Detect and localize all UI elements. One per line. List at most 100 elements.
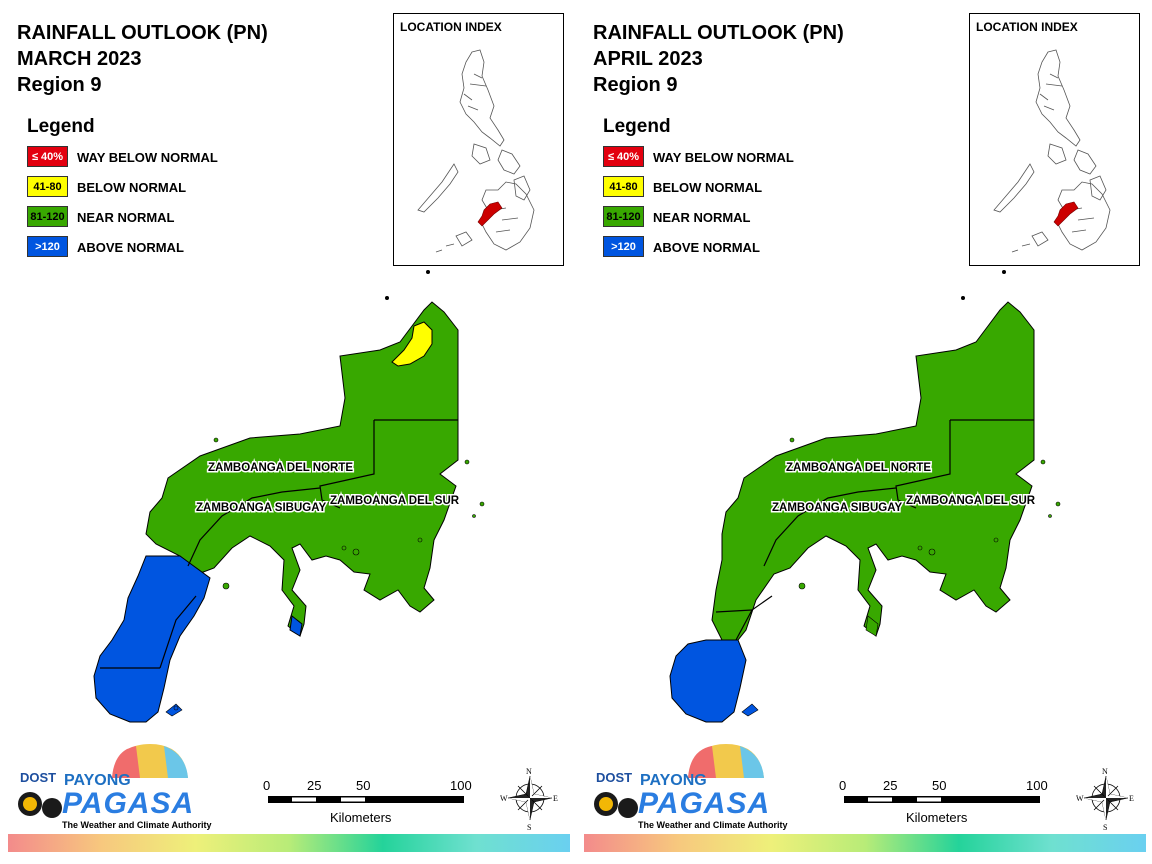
region-9-map: ZAMBOANGA DEL NORTE ZAMBOANGA SIBUGAY ZA… xyxy=(93,270,485,723)
compass-e: E xyxy=(1129,794,1134,803)
label-zamboanga-del-norte: ZAMBOANGA DEL NORTE xyxy=(208,462,353,474)
map-island-dots xyxy=(961,270,1006,300)
map-zone-above-normal-islet xyxy=(289,615,303,637)
scale-tick-25: 25 xyxy=(307,778,322,793)
philippines-outline-map xyxy=(417,49,535,253)
scale-tick-25: 25 xyxy=(883,778,898,793)
label-zamboanga-del-norte: ZAMBOANGA DEL NORTE xyxy=(786,462,931,474)
location-index-title: LOCATION INDEX xyxy=(976,20,1078,34)
map-zone-above-normal xyxy=(93,555,211,723)
title-region: Region 9 xyxy=(593,74,678,96)
scale-tick-50: 50 xyxy=(356,778,371,793)
scale-tick-0: 0 xyxy=(263,778,271,793)
title-region: Region 9 xyxy=(17,74,102,96)
title-month: APRIL 2023 xyxy=(593,48,703,70)
logo-payong-text: PAYONG xyxy=(64,772,131,789)
logo-pagasa-text: PAGASA xyxy=(62,787,195,820)
location-index-inset: LOCATION INDEX xyxy=(393,13,564,266)
scale-unit: Kilometers xyxy=(906,810,968,825)
compass-n: N xyxy=(526,767,532,776)
legend-swatch-below: 41-80 xyxy=(27,176,68,197)
logo-payong-text: PAYONG xyxy=(640,772,707,789)
scale-tick-50: 50 xyxy=(932,778,947,793)
north-arrow: N S E W xyxy=(1076,764,1136,832)
map-island-dots xyxy=(385,270,430,300)
map-title: RAINFALL OUTLOOK (PN) APRIL 2023 Region … xyxy=(593,20,844,98)
map-zone-above-normal xyxy=(669,639,747,723)
region-9-map: ZAMBOANGA DEL NORTE ZAMBOANGA SIBUGAY ZA… xyxy=(669,270,1061,723)
legend-swatch-way-below: ≤ 40% xyxy=(27,146,68,167)
north-arrow: N S E W xyxy=(500,764,560,832)
map-small-islands xyxy=(789,437,1061,637)
legend-item-way-below: ≤ 40% WAY BELOW NORMAL xyxy=(27,146,218,176)
outlook-panel-march: RAINFALL OUTLOOK (PN) MARCH 2023 Region … xyxy=(8,13,570,852)
legend-swatch-above: >120 xyxy=(603,236,644,257)
title-month: MARCH 2023 xyxy=(17,48,142,70)
scale-unit: Kilometers xyxy=(330,810,392,825)
scale-bar: 0 25 50 100 Kilometers xyxy=(834,778,1054,828)
compass-w: W xyxy=(1076,794,1084,803)
legend-item-below: 41-80 BELOW NORMAL xyxy=(603,176,762,206)
compass-rose-icon: N S E W xyxy=(500,767,558,832)
legend-item-near: 81-120 NEAR NORMAL xyxy=(27,206,175,236)
scale-bar: 0 25 50 100 Kilometers xyxy=(258,778,478,828)
location-index-inset: LOCATION INDEX xyxy=(969,13,1140,266)
logo-pagasa-text: PAGASA xyxy=(638,787,771,820)
logo-dost-text: DOST xyxy=(20,770,57,785)
legend: Legend ≤ 40% WAY BELOW NORMAL 41-80 BELO… xyxy=(603,116,794,266)
legend-item-below: 41-80 BELOW NORMAL xyxy=(27,176,186,206)
label-zamboanga-sibugay: ZAMBOANGA SIBUGAY xyxy=(772,502,902,514)
legend-heading: Legend xyxy=(603,116,671,137)
scale-tick-100: 100 xyxy=(1026,778,1048,793)
label-zamboanga-del-sur: ZAMBOANGA DEL SUR xyxy=(330,495,460,507)
region-9-highlight xyxy=(477,201,503,227)
legend-label-below: BELOW NORMAL xyxy=(653,180,763,195)
legend-swatch-below: 41-80 xyxy=(603,176,644,197)
scale-bar-graphic xyxy=(268,796,464,803)
scale-tick-100: 100 xyxy=(450,778,472,793)
legend-item-above: >120 ABOVE NORMAL xyxy=(27,236,184,266)
umbrella-icon xyxy=(594,744,764,818)
map-zone-below-normal xyxy=(391,321,433,367)
legend-label-below: BELOW NORMAL xyxy=(77,180,187,195)
legend-swatch-near: 81-120 xyxy=(603,206,644,227)
compass-e: E xyxy=(553,794,558,803)
legend-item-above: >120 ABOVE NORMAL xyxy=(603,236,760,266)
legend-swatch-near: 81-120 xyxy=(27,206,68,227)
compass-s: S xyxy=(527,823,531,832)
logo-tagline: The Weather and Climate Authority xyxy=(62,820,212,830)
province-boundaries xyxy=(715,419,1034,641)
map-land-near-normal xyxy=(145,301,459,637)
title-product: RAINFALL OUTLOOK (PN) xyxy=(593,22,844,44)
legend-heading: Legend xyxy=(27,116,95,137)
compass-w: W xyxy=(500,794,508,803)
pagasa-logo: DOST PAYONG PAGASA The Weather and Clima… xyxy=(592,742,788,832)
legend-label-above: ABOVE NORMAL xyxy=(653,240,760,255)
compass-n: N xyxy=(1102,767,1108,776)
legend-item-way-below: ≤ 40% WAY BELOW NORMAL xyxy=(603,146,794,176)
philippines-outline-map xyxy=(993,49,1111,253)
scale-bar-graphic xyxy=(844,796,1040,803)
map-small-islands-blue xyxy=(165,703,183,717)
legend-label-above: ABOVE NORMAL xyxy=(77,240,184,255)
map-small-islands-blue xyxy=(741,703,759,717)
title-product: RAINFALL OUTLOOK (PN) xyxy=(17,22,268,44)
legend-label-way-below: WAY BELOW NORMAL xyxy=(77,150,218,165)
logo-tagline: The Weather and Climate Authority xyxy=(638,820,788,830)
compass-s: S xyxy=(1103,823,1107,832)
legend: Legend ≤ 40% WAY BELOW NORMAL 41-80 BELO… xyxy=(27,116,218,266)
map-small-islands xyxy=(213,437,485,590)
umbrella-icon xyxy=(18,744,188,818)
footer-color-band xyxy=(584,834,1146,852)
legend-label-near: NEAR NORMAL xyxy=(77,210,175,225)
province-boundaries xyxy=(100,419,458,669)
legend-swatch-way-below: ≤ 40% xyxy=(603,146,644,167)
legend-label-near: NEAR NORMAL xyxy=(653,210,751,225)
location-index-title: LOCATION INDEX xyxy=(400,20,502,34)
outlook-panel-april: RAINFALL OUTLOOK (PN) APRIL 2023 Region … xyxy=(576,0,1152,864)
legend-label-way-below: WAY BELOW NORMAL xyxy=(653,150,794,165)
region-9-highlight xyxy=(1053,201,1079,227)
scale-tick-0: 0 xyxy=(839,778,847,793)
label-zamboanga-sibugay: ZAMBOANGA SIBUGAY xyxy=(196,502,326,514)
footer-color-band xyxy=(8,834,570,852)
